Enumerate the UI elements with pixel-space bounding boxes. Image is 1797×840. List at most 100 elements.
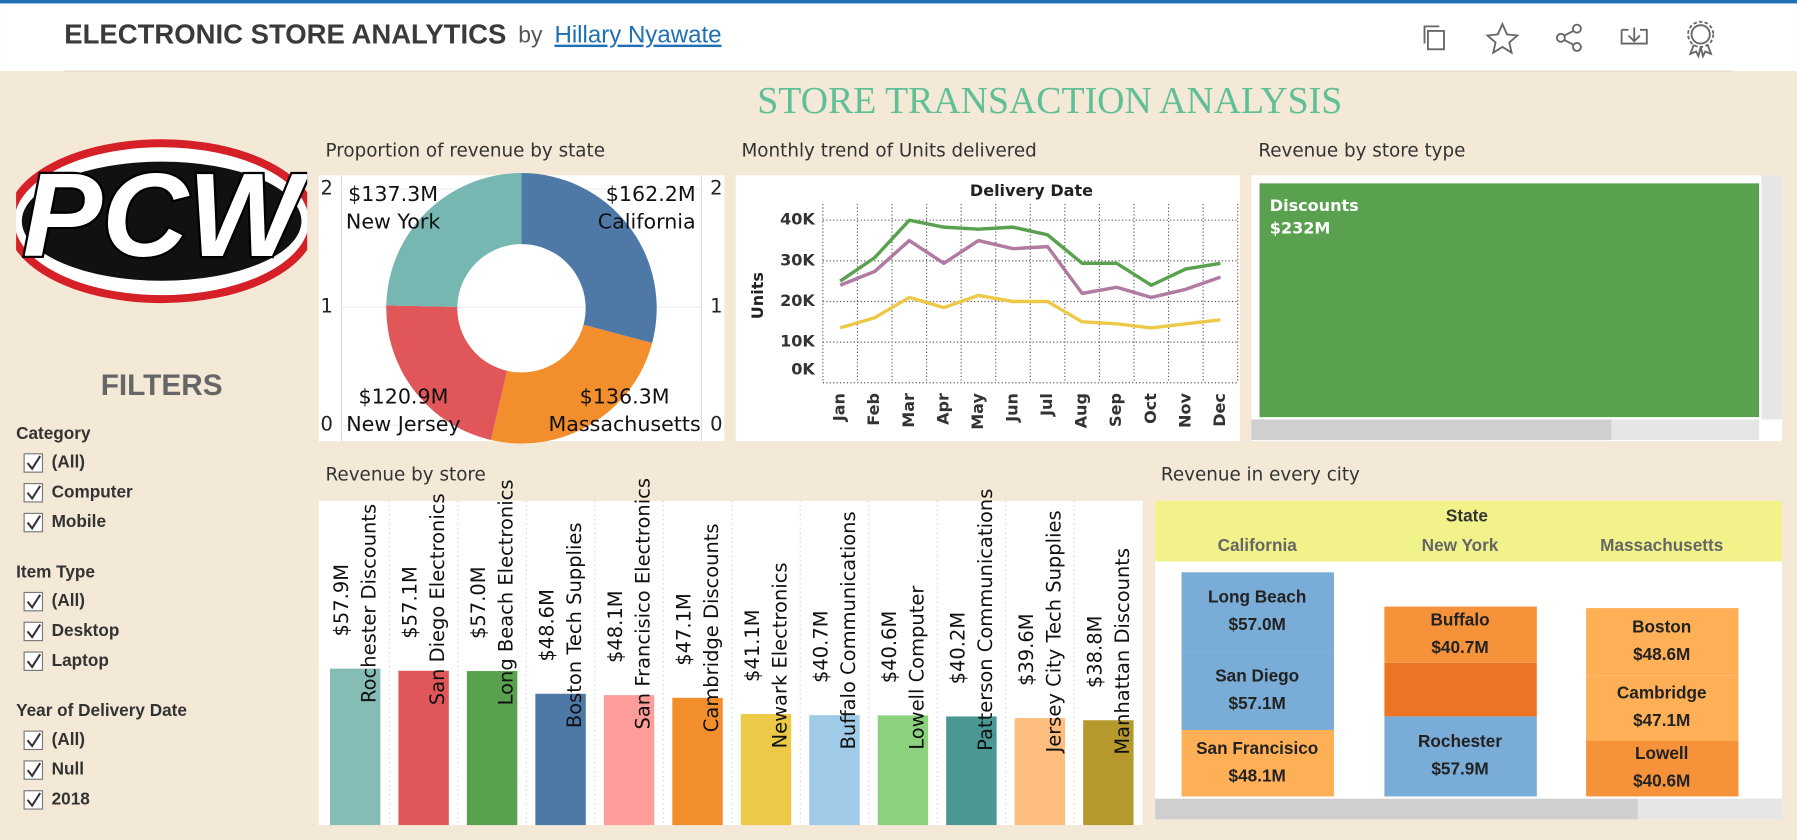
filter-label: Category xyxy=(16,423,91,443)
logo-band xyxy=(21,161,302,281)
donut-slice xyxy=(386,173,522,307)
x-tick-label: Sep xyxy=(1106,393,1125,427)
stacked-segment xyxy=(1181,729,1334,797)
checkmark xyxy=(26,792,42,808)
chart-title: Revenue by store xyxy=(326,465,486,486)
state-label: California xyxy=(1218,535,1298,555)
segment-name-label: Buffalo xyxy=(1430,609,1489,629)
author-link[interactable]: Hillary Nyawate xyxy=(554,22,721,49)
bar-value-label: $41.1M xyxy=(741,609,764,682)
bar xyxy=(398,670,449,826)
segment-name-label: Boston xyxy=(1632,616,1691,636)
option-label: 2018 xyxy=(52,788,91,808)
copy-icon[interactable] xyxy=(1423,25,1445,51)
bar-category-label: Long Beach Electronics xyxy=(495,480,518,706)
scroll-thumb[interactable] xyxy=(1155,798,1638,820)
panel xyxy=(318,500,1143,826)
checkmark xyxy=(26,455,42,471)
favorite-icon[interactable] xyxy=(1485,21,1520,55)
header-title: ELECTRONIC STORE ANALYTICS xyxy=(64,19,506,50)
x-tick-label: Jul xyxy=(1037,393,1056,417)
state-label: New York xyxy=(1422,535,1499,555)
donut-slice xyxy=(386,305,508,441)
slice-value-label: $162.2M xyxy=(606,182,696,206)
filter-option[interactable]: Computer xyxy=(23,481,133,503)
filter-option[interactable]: Null xyxy=(23,759,84,780)
header-band xyxy=(1155,500,1783,562)
chart-title: Monthly trend of Units delivered xyxy=(742,140,1037,161)
option-label: Mobile xyxy=(52,511,106,531)
scroll-thumb[interactable] xyxy=(1251,419,1612,441)
checkmark xyxy=(26,624,42,639)
y2-tick-label: 0 xyxy=(710,413,722,436)
option-label: Computer xyxy=(52,481,133,501)
panel xyxy=(735,175,1241,442)
filter-option[interactable]: Desktop xyxy=(23,620,119,642)
bar-category-label: San Francisico Electronics xyxy=(631,478,654,729)
filter-option[interactable]: (All) xyxy=(23,590,85,612)
bar xyxy=(466,671,518,826)
segment-value-label: $57.1M xyxy=(1229,693,1286,713)
bar-category-label: Cambridge Discounts xyxy=(700,523,723,732)
slice-value-label: $120.9M xyxy=(358,385,448,409)
option-label: (All) xyxy=(52,452,85,472)
segment-name-label: Long Beach xyxy=(1208,586,1306,606)
y-tick-label: 0 xyxy=(320,413,332,436)
state-label: Massachusetts xyxy=(1600,535,1723,555)
header-by: by xyxy=(518,22,543,48)
stacked-segment xyxy=(1586,608,1739,676)
line-series xyxy=(839,218,1221,287)
filters-title: FILTERS xyxy=(101,369,223,402)
y-tick-label: 40K xyxy=(780,210,815,229)
option-label: Laptop xyxy=(52,650,109,670)
filter-option[interactable]: (All) xyxy=(23,729,85,751)
filter-option[interactable]: 2018 xyxy=(23,788,91,810)
x-tick-label: Aug xyxy=(1072,393,1091,428)
checkmark xyxy=(26,762,42,778)
filter-label: Item Type xyxy=(16,562,95,582)
option-label: (All) xyxy=(52,729,85,749)
slice-name-label: New Jersey xyxy=(346,412,460,436)
line-series xyxy=(839,293,1221,330)
scrollbar[interactable] xyxy=(1761,175,1783,420)
bar-category-label: Jersey City Tech Supplies xyxy=(1042,510,1065,753)
bar-value-label: $47.1M xyxy=(672,593,695,666)
bar xyxy=(946,716,997,826)
logo: PCW xyxy=(16,139,310,304)
stacked-segment xyxy=(1181,572,1334,652)
x-tick-label: Mar xyxy=(899,393,918,428)
bar-value-label: $48.6M xyxy=(535,589,558,662)
bar xyxy=(535,693,586,826)
slice-value-label: $136.3M xyxy=(580,385,670,409)
filter-option[interactable]: Mobile xyxy=(23,511,106,533)
column-header: State xyxy=(1446,505,1488,525)
filter-option[interactable]: Laptop xyxy=(23,650,109,671)
logo-text: PCW xyxy=(23,149,310,282)
filter-option[interactable]: (All) xyxy=(23,452,85,473)
x-tick-label: Oct xyxy=(1141,393,1160,424)
bar-value-label: $39.6M xyxy=(1015,613,1038,686)
x-tick-label: Feb xyxy=(864,393,883,426)
x-tick-label: Apr xyxy=(933,393,952,425)
checkmark xyxy=(26,485,42,501)
cell-value-label: $232M xyxy=(1270,219,1331,238)
bar-category-label: Rochester Discounts xyxy=(358,504,381,703)
bar-value-label: $57.0M xyxy=(467,566,490,639)
y-tick-label: 0K xyxy=(791,360,815,379)
y-tick-label: 2 xyxy=(320,177,332,200)
segment-value-label: $47.1M xyxy=(1633,710,1690,730)
bar-value-label: $57.9M xyxy=(330,564,353,637)
badge-icon[interactable] xyxy=(1687,20,1715,59)
bar-category-label: Buffalo Communications xyxy=(837,511,860,749)
share-icon[interactable] xyxy=(1555,23,1582,52)
bar-value-label: $40.6M xyxy=(878,611,901,684)
y-tick-label: 20K xyxy=(780,291,815,310)
donut-slice xyxy=(521,173,657,344)
checkmark xyxy=(26,594,42,610)
stacked-segment xyxy=(1384,716,1537,797)
stacked-segment xyxy=(1181,651,1334,730)
bar-category-label: Newark Electronics xyxy=(768,562,791,748)
download-icon[interactable] xyxy=(1620,27,1648,45)
